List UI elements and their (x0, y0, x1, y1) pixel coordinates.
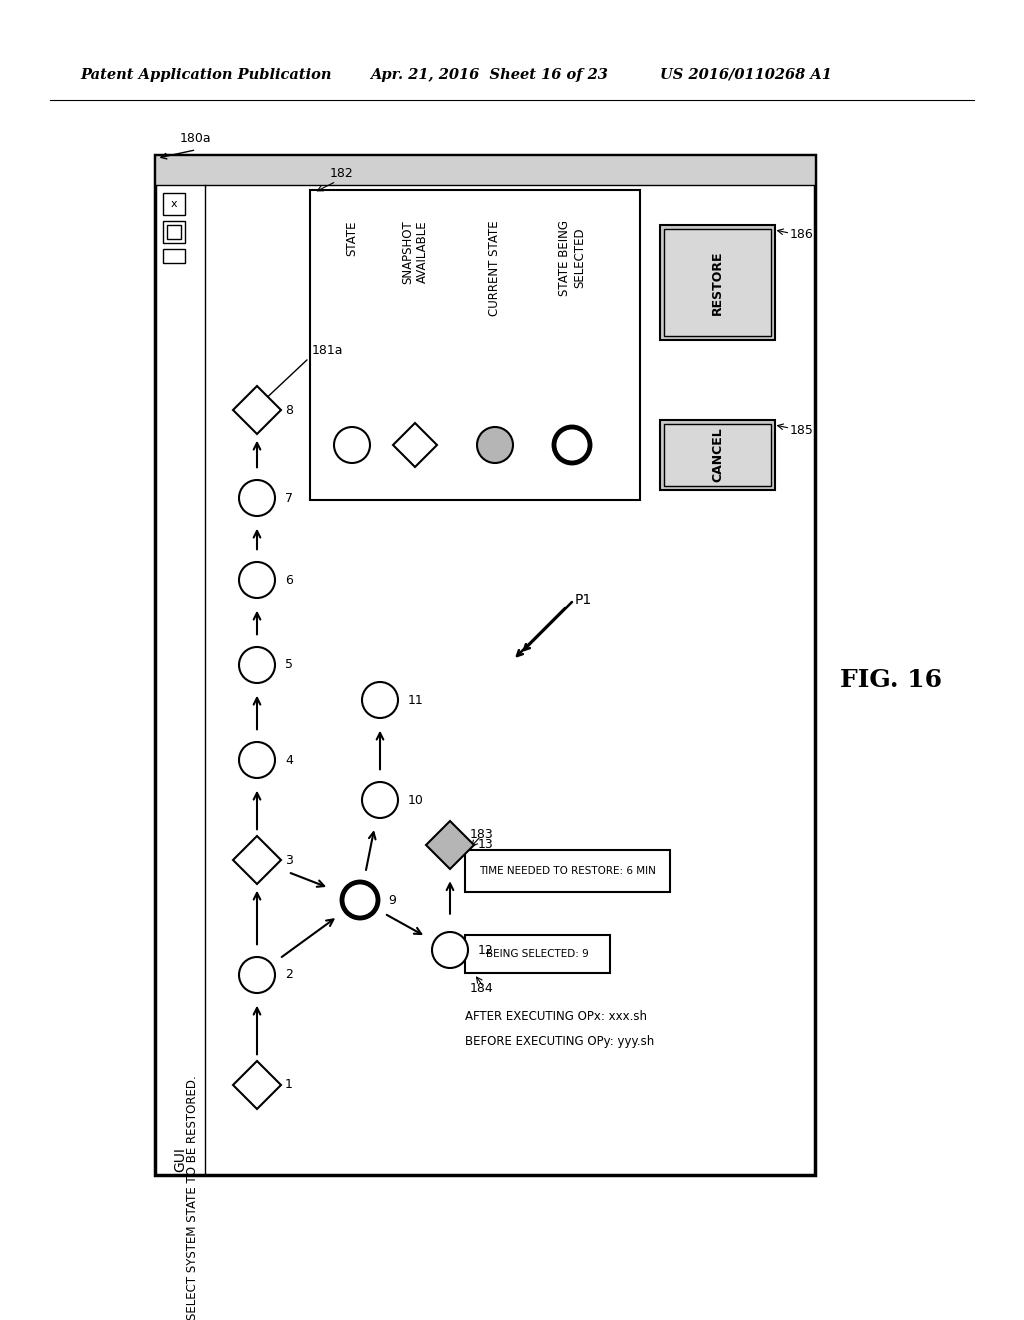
Text: SELECT SYSTEM STATE TO BE RESTORED.: SELECT SYSTEM STATE TO BE RESTORED. (186, 1074, 200, 1320)
Bar (163, 220, 185, 243)
Circle shape (362, 781, 398, 818)
Text: STATE: STATE (345, 220, 358, 256)
Text: CURRENT STATE: CURRENT STATE (488, 220, 502, 315)
Bar (664, 424, 771, 486)
Text: 2: 2 (285, 969, 293, 982)
Text: BEFORE EXECUTING OPy: yyy.sh: BEFORE EXECUTING OPy: yyy.sh (465, 1035, 654, 1048)
Text: AFTER EXECUTING OPx: xxx.sh: AFTER EXECUTING OPx: xxx.sh (465, 1010, 647, 1023)
Text: P1: P1 (575, 593, 592, 607)
Circle shape (554, 426, 590, 463)
Text: 3: 3 (285, 854, 293, 866)
Text: 182: 182 (330, 168, 353, 180)
Circle shape (432, 932, 468, 968)
Circle shape (239, 742, 275, 777)
Polygon shape (426, 821, 474, 869)
Bar (163, 249, 185, 263)
Bar (155, 154, 815, 1175)
Polygon shape (233, 836, 281, 884)
Text: Apr. 21, 2016  Sheet 16 of 23: Apr. 21, 2016 Sheet 16 of 23 (370, 69, 608, 82)
Text: Patent Application Publication: Patent Application Publication (80, 69, 332, 82)
Text: STATE BEING
SELECTED: STATE BEING SELECTED (558, 220, 586, 296)
Circle shape (342, 882, 378, 917)
Text: x: x (171, 199, 177, 209)
Polygon shape (233, 385, 281, 434)
Text: 185: 185 (790, 424, 814, 437)
Text: 1: 1 (285, 1078, 293, 1092)
Text: 4: 4 (285, 754, 293, 767)
Text: RESTORE: RESTORE (711, 251, 724, 314)
Bar (155, 154, 815, 185)
Bar (660, 420, 775, 490)
Text: 184: 184 (470, 982, 494, 994)
Text: 186: 186 (790, 228, 814, 242)
Text: 13: 13 (478, 838, 494, 851)
Text: 181a: 181a (312, 343, 343, 356)
Bar (167, 224, 181, 239)
Bar (310, 190, 640, 500)
Text: 180a: 180a (180, 132, 212, 145)
Text: 10: 10 (408, 793, 424, 807)
Circle shape (239, 562, 275, 598)
Polygon shape (393, 422, 437, 467)
Bar (163, 193, 185, 215)
Text: 183: 183 (470, 829, 494, 842)
Text: 12: 12 (478, 944, 494, 957)
Circle shape (477, 426, 513, 463)
Text: 8: 8 (285, 404, 293, 417)
Text: SNAPSHOT
AVAILABLE: SNAPSHOT AVAILABLE (401, 220, 429, 284)
Bar (465, 935, 610, 973)
Bar (664, 228, 771, 337)
Text: US 2016/0110268 A1: US 2016/0110268 A1 (660, 69, 831, 82)
Circle shape (239, 957, 275, 993)
Text: BEING SELECTED: 9: BEING SELECTED: 9 (486, 949, 589, 960)
Text: 9: 9 (388, 894, 396, 907)
Circle shape (239, 647, 275, 682)
Text: 7: 7 (285, 491, 293, 504)
Text: TIME NEEDED TO RESTORE: 6 MIN: TIME NEEDED TO RESTORE: 6 MIN (479, 866, 656, 876)
Text: 11: 11 (408, 693, 424, 706)
Text: 6: 6 (285, 573, 293, 586)
Text: 5: 5 (285, 659, 293, 672)
Text: CANCEL: CANCEL (711, 428, 724, 482)
Bar (660, 224, 775, 341)
Circle shape (362, 682, 398, 718)
Circle shape (239, 480, 275, 516)
Polygon shape (233, 1061, 281, 1109)
Text: GUI: GUI (173, 1147, 187, 1172)
Bar (465, 850, 670, 892)
Circle shape (334, 426, 370, 463)
Text: FIG. 16: FIG. 16 (840, 668, 942, 692)
